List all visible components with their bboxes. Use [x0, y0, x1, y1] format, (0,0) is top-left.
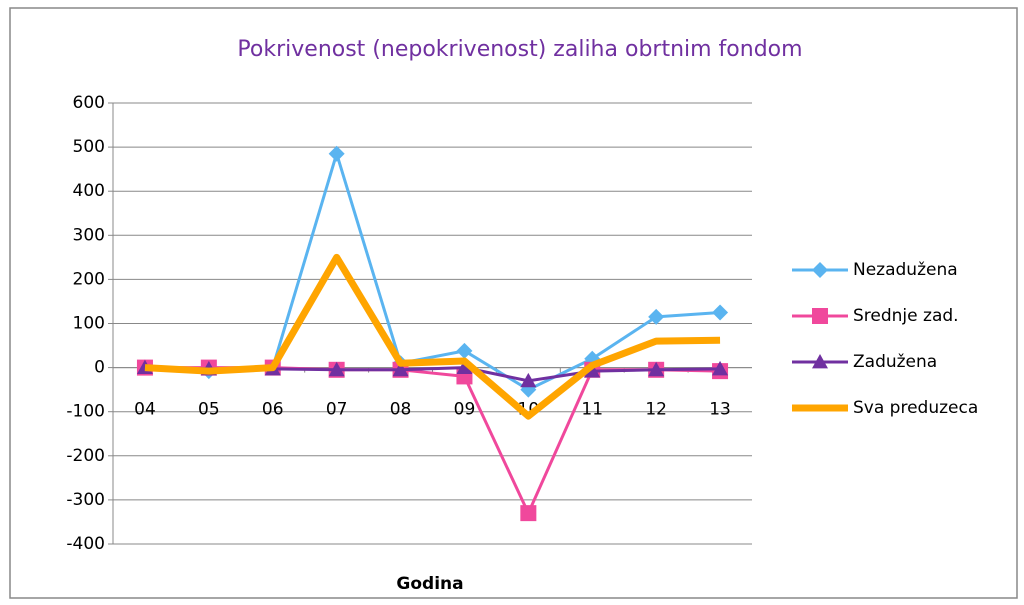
x-tick-label: 07: [326, 400, 348, 420]
x-tick-label: 08: [390, 400, 412, 420]
marker: [328, 361, 345, 377]
marker: [584, 363, 601, 378]
y-tick-label: 300: [73, 225, 105, 245]
marker: [812, 354, 828, 369]
y-tick-label: 500: [73, 137, 105, 157]
y-tick-label: 100: [73, 314, 105, 334]
x-tick-label: 12: [645, 400, 667, 420]
y-tick-label: -400: [66, 534, 105, 554]
chart-frame: [9, 7, 1018, 599]
y-tick-label: 400: [73, 181, 105, 201]
marker: [456, 359, 473, 374]
x-tick-label: 05: [198, 400, 220, 420]
marker: [712, 304, 729, 321]
marker: [648, 308, 665, 325]
y-tick-label: -100: [66, 402, 105, 422]
y-tick-label: -300: [66, 490, 105, 510]
series-line: [144, 253, 721, 420]
marker: [392, 361, 409, 377]
marker: [812, 308, 828, 324]
y-tick-label: 0: [94, 358, 105, 378]
y-tick-label: 600: [73, 93, 105, 113]
marker: [648, 361, 665, 377]
marker: [812, 262, 828, 278]
marker: [520, 505, 537, 522]
marker: [456, 342, 473, 359]
y-tick-label: 200: [73, 269, 105, 289]
x-tick-label: 04: [134, 400, 156, 420]
x-axis-title: Godina: [396, 574, 463, 594]
x-tick-label: 11: [581, 400, 603, 420]
y-tick-label: -200: [66, 446, 105, 466]
marker: [520, 372, 537, 388]
x-tick-label: 06: [262, 400, 284, 420]
legend-label: Srednje zad.: [853, 306, 959, 326]
chart-title: Pokrivenost (nepokrivenost) zaliha obrtn…: [237, 37, 802, 62]
legend-label: Zadužena: [853, 352, 937, 372]
x-tick-label: 13: [709, 400, 731, 420]
legend-label: Nezadužena: [853, 260, 958, 280]
marker: [328, 145, 345, 162]
marker: [712, 360, 729, 376]
x-tick-label: 09: [454, 400, 476, 420]
legend-label: Sva preduzeca: [853, 398, 978, 418]
